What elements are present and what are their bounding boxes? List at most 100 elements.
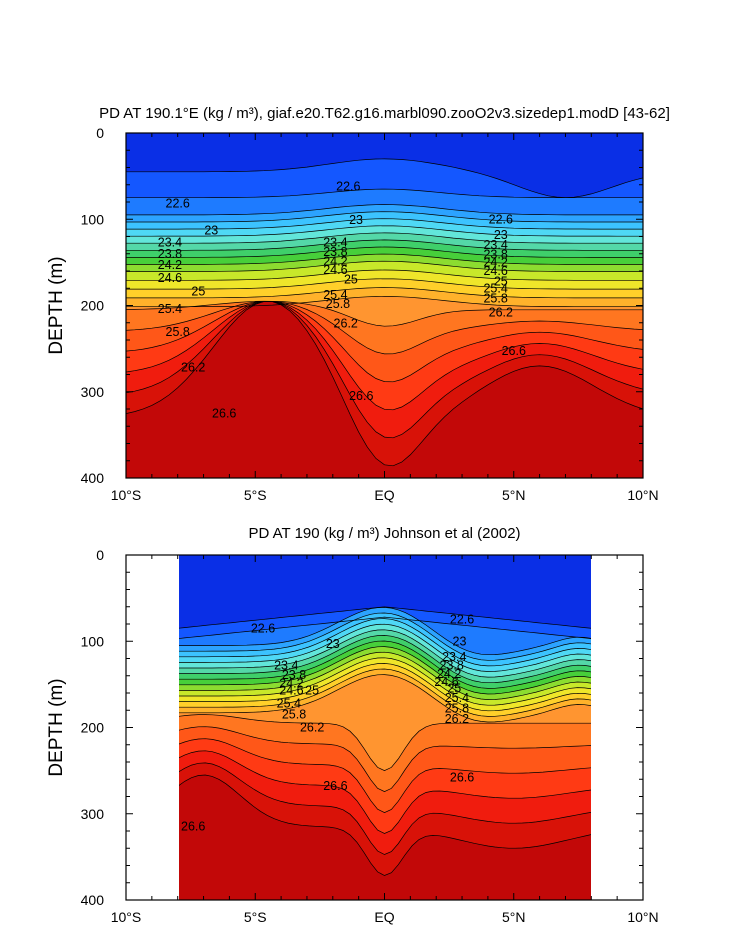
y-tick-label: 400 [81,892,105,908]
contour-label: 24.2 [279,677,303,691]
contour-label: 22.6 [489,212,513,226]
contour-label: 22.6 [450,613,474,627]
contour-label: 25.8 [445,702,469,716]
x-tick-label: 5°N [502,487,526,503]
contour-label: 23 [326,637,340,651]
contour-line [126,188,643,199]
contour-line [126,301,643,411]
contour-label: 26.6 [323,779,347,793]
contour-label: 25.4 [323,288,347,302]
contour-label: 23.8 [158,247,182,261]
contour-line [179,612,591,661]
contour-label: 26.2 [181,361,205,375]
contour-line [126,158,643,198]
contour-label: 24.2 [437,667,461,681]
y-axis-label: DEPTH (m) [46,678,67,776]
contour-label: 23.4 [158,236,182,250]
contour-line [179,657,591,706]
contour-label: 24.6 [158,271,182,285]
contour-line [179,616,591,640]
chart-title: PD AT 190 (kg / m³) Johnson et al (2002) [248,525,520,542]
contour-label: 26.6 [181,820,205,834]
contour-label: 24.2 [158,258,182,272]
contour-label: 23.8 [440,658,464,672]
contour-label: 24.6 [323,263,347,277]
contour-label: 22.6 [251,621,275,635]
contour-label: 24.2 [483,255,507,269]
contour-labels: 22.622.623 2323.423.423.823.824.224.224.6… [181,613,474,834]
contour-line [126,278,643,290]
x-tick-label: 10°N [627,909,658,925]
contour-label: 26.2 [489,305,513,319]
contour-label: 25 [191,285,205,299]
contour-label: 25.8 [483,292,507,306]
contour-band [179,775,591,900]
axes: 10°S 5°S EQ 5°N 10°N 0 100 200 300 400 [81,125,659,503]
axes: 10°S 5°S EQ 5°N 10°N 0 100 200 300 400 [81,547,659,925]
contour-label: 26.2 [445,712,469,726]
contour-line [126,301,643,439]
contour-line [126,301,643,383]
contour-fill [179,555,591,900]
contour-label: 23.8 [483,248,507,262]
y-tick-label: 0 [96,547,104,563]
contour-line [179,774,591,876]
contour-line [179,663,591,712]
contour-label: 23 [204,223,218,237]
contour-label: 26.6 [502,344,526,358]
contour-line [126,296,643,308]
y-tick-label: 0 [96,125,104,141]
contour-label: 23.4 [274,658,298,672]
contour-line [179,738,591,813]
x-tick-label: 5°N [502,909,526,925]
x-tick-label: 5°S [244,909,267,925]
contour-line [126,260,643,272]
contour-label: 23.4 [483,238,507,252]
contour-label: 26.6 [450,771,474,785]
contour-label: 24.6 [434,675,458,689]
contour-label: 25.4 [483,281,507,295]
contour-label: 25.4 [445,691,469,705]
x-tick-label: 10°S [111,487,142,503]
y-tick-label: 200 [81,720,105,736]
contour-label: 23.4 [323,236,347,250]
contour-lines [179,606,591,876]
contour-label: 25.8 [166,325,190,339]
contour-label: 25.8 [326,297,350,311]
contour-label: 23 [453,634,467,648]
x-tick-label: 10°S [111,909,142,925]
contour-lines [126,158,643,467]
contour-line [126,218,643,230]
contour-line [126,301,643,467]
contour-line [126,204,643,216]
y-axis-label: DEPTH (m) [46,256,67,354]
contour-line [126,300,643,327]
contour-label: 26.2 [334,317,358,331]
contour-line [126,246,643,258]
y-tick-label: 100 [81,633,105,649]
contour-line [179,606,591,629]
contour-label: 23 [349,213,363,227]
contour-label: 24.2 [323,255,347,269]
y-tick-label: 100 [81,211,105,227]
contour-line [179,726,591,792]
y-tick-label: 200 [81,298,105,314]
contour-line [126,225,643,237]
x-tick-label: 10°N [627,487,658,503]
contour-label: 25 [447,682,461,696]
contour-fill [126,133,643,478]
contour-line [179,629,591,678]
contour-label: 23.4 [442,650,466,664]
contour-line [126,232,643,244]
contour-label: 24.6 [483,264,507,278]
contour-line [126,269,643,281]
contour-label: 24.6 [279,683,303,697]
y-tick-label: 400 [81,470,105,486]
contour-line [179,607,591,656]
contour-label: 23.8 [323,245,347,259]
contour-line [126,239,643,251]
contour-label: 25.8 [282,708,306,722]
contour-label: 22.6 [166,197,190,211]
